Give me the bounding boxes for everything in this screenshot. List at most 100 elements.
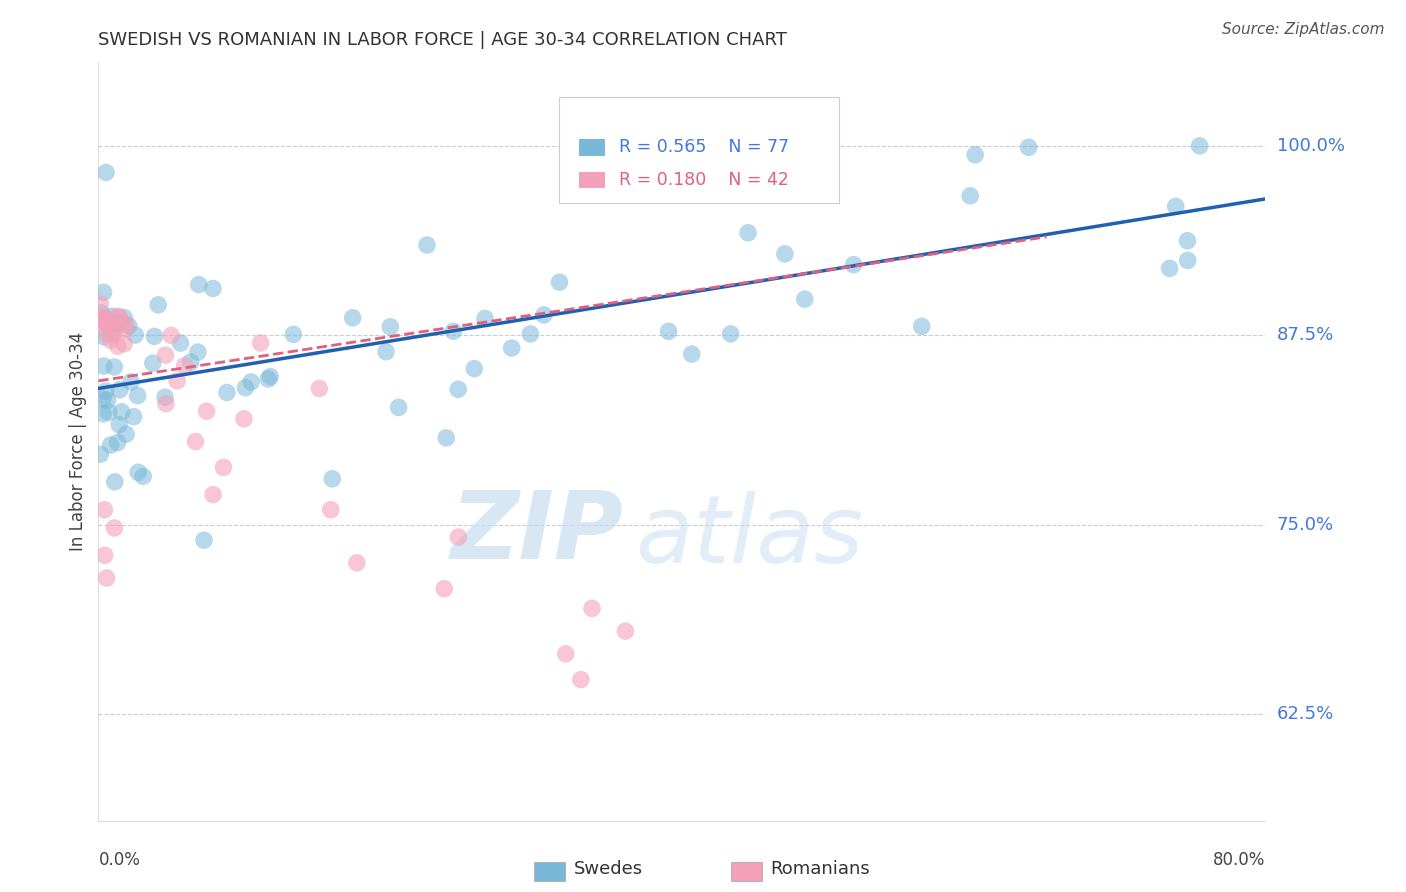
Text: 0.0%: 0.0%	[98, 851, 141, 869]
Point	[93, 311, 115, 326]
Point	[105, 317, 128, 331]
Point	[93, 548, 115, 563]
Point	[93, 310, 115, 325]
Text: atlas: atlas	[636, 491, 863, 582]
Point	[911, 319, 934, 334]
Point	[111, 405, 134, 419]
Point	[233, 412, 256, 426]
Point	[166, 374, 188, 388]
Point	[89, 447, 111, 461]
Point	[122, 409, 145, 424]
Point	[120, 375, 142, 389]
Point	[720, 326, 742, 341]
Point	[581, 601, 603, 615]
Text: 100.0%: 100.0%	[1277, 136, 1344, 155]
Point	[155, 348, 177, 362]
Point	[103, 521, 125, 535]
Point	[447, 530, 470, 544]
Point	[474, 311, 496, 326]
Point	[614, 624, 637, 639]
Point	[112, 310, 135, 325]
Point	[202, 487, 225, 501]
Point	[658, 324, 681, 338]
Point	[434, 431, 457, 445]
Point	[90, 312, 112, 326]
Point	[501, 341, 523, 355]
Point	[433, 582, 456, 596]
Point	[441, 324, 464, 338]
Point	[107, 310, 129, 324]
Point	[249, 336, 271, 351]
Point	[93, 359, 115, 373]
Point	[319, 503, 342, 517]
Text: 87.5%: 87.5%	[1277, 326, 1334, 344]
Point	[97, 405, 120, 419]
Point	[187, 345, 209, 359]
Point	[201, 281, 224, 295]
Point	[321, 472, 343, 486]
Point	[447, 382, 470, 396]
FancyBboxPatch shape	[579, 171, 605, 188]
Point	[98, 321, 121, 335]
Point	[93, 330, 115, 344]
Point	[101, 309, 124, 323]
Point	[107, 435, 129, 450]
Point	[100, 438, 122, 452]
Text: ZIP: ZIP	[451, 486, 624, 579]
Point	[342, 310, 364, 325]
Point	[91, 392, 114, 406]
Point	[737, 226, 759, 240]
Point	[108, 417, 131, 432]
Text: 62.5%: 62.5%	[1277, 706, 1334, 723]
Text: Romanians: Romanians	[770, 860, 870, 878]
Text: Source: ZipAtlas.com: Source: ZipAtlas.com	[1222, 22, 1385, 37]
Point	[193, 533, 215, 548]
Point	[101, 326, 124, 340]
Point	[104, 475, 127, 489]
Point	[169, 336, 191, 351]
Point	[180, 355, 202, 369]
Point	[155, 396, 177, 410]
Point	[1164, 199, 1187, 213]
Point	[259, 369, 281, 384]
Text: SWEDISH VS ROMANIAN IN LABOR FORCE | AGE 30-34 CORRELATION CHART: SWEDISH VS ROMANIAN IN LABOR FORCE | AGE…	[98, 31, 787, 49]
Point	[842, 258, 865, 272]
Point	[554, 647, 576, 661]
Point	[96, 312, 118, 326]
Point	[187, 277, 209, 292]
Text: R = 0.180    N = 42: R = 0.180 N = 42	[619, 171, 789, 189]
Point	[127, 388, 149, 402]
Point	[127, 465, 149, 479]
Point	[533, 308, 555, 322]
Point	[91, 315, 114, 329]
Point	[1177, 253, 1199, 268]
Point	[160, 328, 183, 343]
Point	[107, 339, 129, 353]
Point	[375, 344, 398, 359]
Point	[1018, 140, 1040, 154]
Point	[195, 404, 218, 418]
Point	[94, 314, 117, 328]
Point	[118, 318, 141, 333]
Text: Swedes: Swedes	[574, 860, 643, 878]
Point	[416, 238, 439, 252]
Point	[115, 427, 138, 442]
Point	[94, 165, 117, 179]
Point	[257, 372, 280, 386]
Point	[132, 469, 155, 483]
Point	[773, 247, 796, 261]
Point	[380, 319, 402, 334]
Point	[115, 318, 138, 332]
Point	[93, 285, 115, 300]
Point	[173, 359, 195, 373]
Point	[94, 384, 117, 398]
Point	[346, 556, 368, 570]
Point	[108, 310, 131, 324]
Point	[569, 673, 592, 687]
Point	[308, 382, 330, 396]
Point	[212, 460, 235, 475]
Point	[283, 327, 305, 342]
Point	[89, 297, 111, 311]
Y-axis label: In Labor Force | Age 30-34: In Labor Force | Age 30-34	[69, 332, 87, 551]
Point	[93, 503, 115, 517]
